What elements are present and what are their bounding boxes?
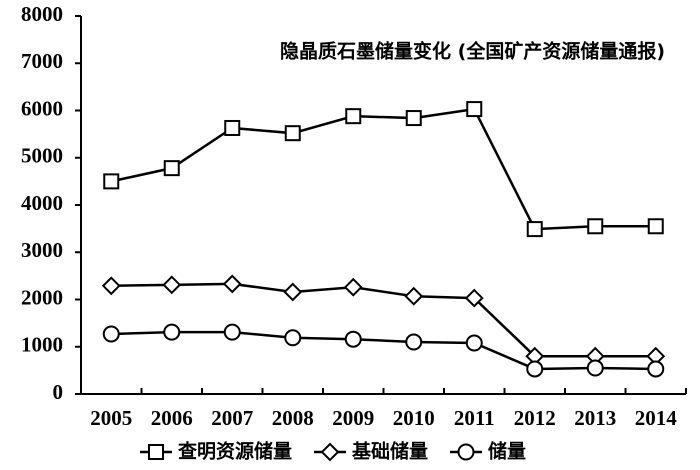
marker [343, 277, 363, 297]
marker [345, 108, 362, 125]
marker [284, 125, 301, 142]
marker [101, 276, 121, 296]
marker [163, 323, 181, 341]
marker [224, 119, 241, 136]
x-tick-label: 2011 [454, 406, 495, 430]
marker [223, 323, 241, 341]
marker [405, 333, 423, 351]
marker [587, 218, 604, 235]
marker [457, 443, 475, 461]
marker [283, 282, 303, 302]
x-tick-label: 2013 [574, 406, 616, 430]
series-line [111, 330, 656, 371]
marker [647, 218, 664, 235]
legend-label: 储量 [488, 440, 526, 463]
y-tick-label: 3000 [21, 238, 63, 262]
marker [103, 173, 120, 190]
series-line [110, 107, 656, 231]
x-tick-label: 2006 [151, 406, 193, 430]
marker [148, 444, 164, 460]
y-tick-label: 5000 [21, 144, 63, 168]
marker [526, 360, 544, 378]
y-tick-label: 2000 [21, 285, 63, 309]
y-tick-label: 7000 [21, 49, 63, 73]
marker [102, 325, 120, 343]
x-tick-label: 2014 [635, 406, 678, 430]
marker [163, 160, 180, 177]
legend-label: 查明资源储量 [177, 440, 292, 463]
marker [465, 334, 483, 352]
marker [404, 286, 424, 306]
marker [284, 329, 302, 347]
chart-title: 隐晶质石墨储量变化 (全国矿产资源储量通报) [280, 40, 665, 63]
marker [466, 101, 483, 118]
marker [320, 442, 340, 462]
y-tick-label: 1000 [21, 333, 63, 357]
x-tick-label: 2008 [272, 406, 314, 430]
marker [464, 288, 484, 308]
marker [344, 330, 362, 348]
y-tick-label: 4000 [21, 191, 63, 215]
legend-label: 基础储量 [351, 440, 428, 463]
series-line [111, 282, 656, 358]
x-tick-label: 2010 [393, 406, 435, 430]
x-tick-label: 2007 [211, 406, 253, 430]
marker [222, 274, 242, 294]
marker [647, 360, 665, 378]
marker [526, 221, 543, 238]
y-tick-label: 6000 [21, 96, 63, 120]
y-tick-label: 8000 [21, 2, 63, 26]
y-tick-label: 0 [53, 380, 64, 404]
marker [162, 275, 182, 295]
x-tick-label: 2005 [90, 406, 132, 430]
x-tick-label: 2012 [514, 406, 556, 430]
marker [405, 110, 422, 127]
marker [586, 359, 604, 377]
x-tick-label: 2009 [332, 406, 374, 430]
